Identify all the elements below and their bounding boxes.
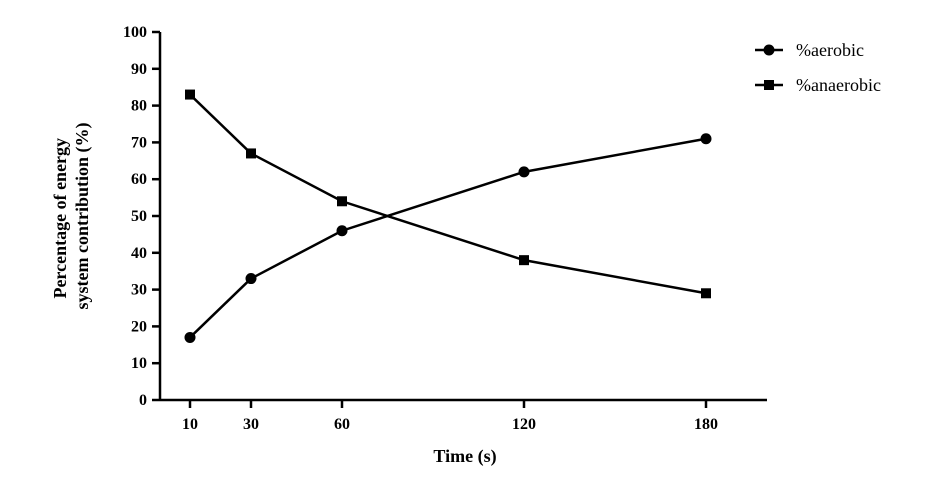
y-axis: 0 10 20 30 40 50 60 70 80 90 100	[123, 24, 162, 409]
x-tick-label: 60	[334, 416, 350, 433]
aerobic-point	[700, 133, 712, 145]
y-tick-label: 80	[131, 98, 147, 115]
aerobic-point	[245, 273, 257, 285]
x-tick-label: 180	[694, 416, 718, 433]
x-axis: 10 30 60 120 180	[160, 398, 767, 433]
legend-anaerobic-marker	[764, 80, 774, 90]
y-axis-title-line-2: system contribution (%)	[72, 123, 93, 310]
x-tick-label: 30	[243, 416, 259, 433]
y-tick-label: 50	[131, 208, 147, 225]
y-tick-label: 20	[131, 318, 147, 335]
anaerobic-point	[337, 196, 347, 207]
y-tick-label: 0	[139, 392, 147, 409]
aerobic-point	[184, 331, 196, 343]
legend-aerobic-label: %aerobic	[796, 40, 864, 60]
y-tick-label: 90	[131, 61, 147, 78]
anaerobic-point	[519, 255, 529, 266]
anaerobic-point	[185, 89, 195, 100]
anaerobic-point	[246, 148, 256, 159]
legend-aerobic-marker	[763, 44, 775, 56]
legend-anaerobic-label: %anaerobic	[796, 75, 881, 95]
x-axis-title: Time (s)	[433, 446, 496, 467]
y-tick-label: 60	[131, 171, 147, 188]
series-layer	[184, 89, 712, 343]
y-tick-label: 10	[131, 355, 147, 372]
anaerobic-series-line	[189, 93, 707, 295]
x-tick-label: 120	[512, 416, 536, 433]
y-tick-label: 40	[131, 245, 147, 262]
y-tick-label: 100	[123, 24, 147, 41]
legend: %aerobic %anaerobic	[755, 40, 881, 95]
aerobic-point	[336, 225, 348, 237]
aerobic-point	[518, 166, 530, 178]
anaerobic-point	[701, 288, 711, 299]
x-tick-label: 10	[182, 416, 198, 433]
y-axis-title: Percentage of energy system contribution…	[50, 123, 93, 310]
aerobic-series-line	[189, 137, 707, 339]
y-axis-title-line-1: Percentage of energy	[50, 138, 70, 299]
y-tick-label: 70	[131, 134, 147, 151]
y-tick-label: 30	[131, 282, 147, 299]
